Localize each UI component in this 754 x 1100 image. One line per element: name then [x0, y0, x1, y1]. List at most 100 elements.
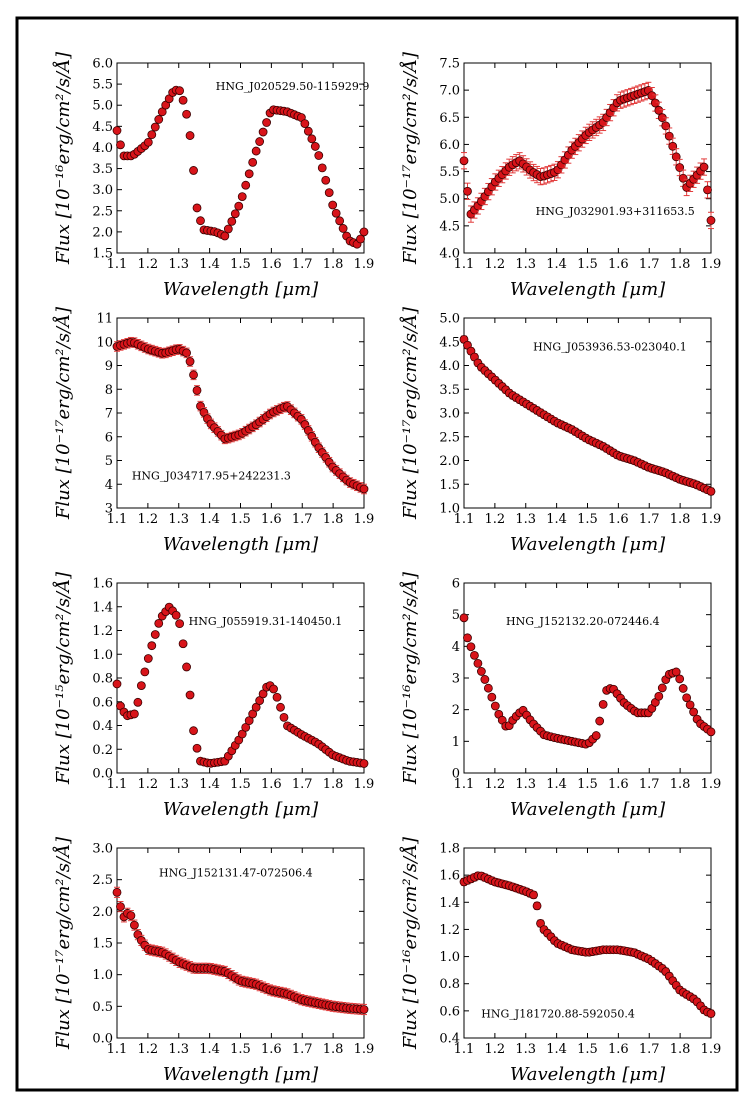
- y-tick-label: 0.4: [439, 1032, 460, 1047]
- data-point: [490, 701, 500, 711]
- y-tick-label: 0.0: [92, 767, 113, 782]
- data-point: [182, 109, 191, 119]
- data-point: [178, 95, 188, 105]
- data-point: [463, 186, 472, 196]
- data-point: [671, 667, 681, 677]
- data-point: [136, 681, 146, 691]
- y-tick-label: 0.0: [92, 1032, 113, 1047]
- spectrum-panel-6: 1.1 1.2 1.3 1.4 1.5 1.6 1.7 1.8 1.9 0 1 2 3 4 5 6 HNG_J1…: [399, 571, 721, 820]
- y-tick-label: 7.5: [439, 57, 460, 72]
- data-point: [324, 188, 334, 198]
- data-point: [175, 619, 185, 629]
- data-point: [227, 216, 237, 226]
- data-point: [182, 662, 191, 672]
- data-point: [303, 126, 313, 136]
- data-point: [675, 163, 685, 172]
- object-id-label: HNG_J152132.20-072446.4: [506, 615, 660, 628]
- data-point: [678, 684, 688, 693]
- plot-area: [463, 62, 712, 254]
- data-point: [335, 216, 345, 226]
- data-point: [112, 887, 122, 897]
- y-tick-label: 1.2: [439, 923, 460, 938]
- y-tick-label: 0.2: [92, 743, 113, 758]
- data-point: [459, 156, 469, 166]
- data-point: [258, 127, 268, 137]
- x-tick-label: 1.4: [546, 257, 567, 272]
- data-point: [178, 639, 188, 649]
- x-tick-label: 1.8: [670, 257, 691, 272]
- data-point: [133, 697, 143, 707]
- data-points: [112, 85, 369, 249]
- data-point: [220, 231, 230, 241]
- x-tick-label: 1.2: [485, 1042, 506, 1057]
- data-point: [185, 131, 195, 140]
- data-point: [185, 690, 195, 700]
- x-tick-label: 1.5: [577, 777, 598, 792]
- x-axis-label: Wavelength [μm]: [163, 1064, 319, 1085]
- data-point: [654, 105, 664, 115]
- data-point: [331, 208, 341, 218]
- x-tick-label: 1.6: [261, 257, 282, 272]
- x-tick-label: 1.5: [577, 1042, 598, 1057]
- x-axis-label: Wavelength [μm]: [163, 279, 319, 300]
- data-point: [192, 203, 202, 213]
- x-tick-label: 1.4: [199, 777, 220, 792]
- x-tick-label: 1.5: [230, 257, 251, 272]
- x-tick-label: 1.1: [107, 777, 128, 792]
- data-point: [143, 137, 153, 147]
- x-tick-label: 1.2: [138, 512, 159, 527]
- y-tick-label: 11: [96, 312, 113, 327]
- data-point: [314, 151, 324, 160]
- y-tick-label: 0.5: [92, 1000, 113, 1015]
- spectrum-panel-8: 1.1 1.2 1.3 1.4 1.5 1.6 1.7 1.8 1.9 0.4 0.6 0.8 1.0 1…: [399, 836, 721, 1085]
- spectrum-panel-7: 1.1 1.2 1.3 1.4 1.5 1.6 1.7 1.8 1.9 0.0 0.5 1.0 1.5 2…: [52, 836, 374, 1085]
- y-tick-label: 1.4: [92, 600, 113, 615]
- x-tick-label: 1.7: [292, 512, 313, 527]
- x-tick-label: 1.2: [485, 777, 506, 792]
- data-point: [140, 667, 150, 677]
- y-tick-label: 2: [452, 703, 460, 718]
- y-tick-label: 1.0: [439, 950, 460, 965]
- spectrum-panel-1: 1.1 1.2 1.3 1.4 1.5 1.6 1.7 1.8 1.9 1.5 2.0 2.5 3.0 3…: [52, 51, 374, 300]
- x-axis-label: Wavelength [μm]: [510, 279, 666, 300]
- data-point: [147, 130, 157, 140]
- y-tick-label: 5.0: [92, 99, 113, 114]
- data-point: [317, 163, 327, 173]
- x-tick-label: 1.3: [515, 257, 536, 272]
- x-tick-label: 1.4: [199, 1042, 220, 1057]
- data-point: [276, 702, 285, 712]
- x-tick-label: 1.2: [138, 777, 159, 792]
- x-tick-label: 1.6: [608, 512, 629, 527]
- data-point: [112, 126, 122, 135]
- y-tick-label: 4.0: [439, 247, 460, 262]
- data-point: [356, 234, 365, 244]
- x-tick-label: 1.1: [454, 512, 475, 527]
- x-tick-label: 1.9: [354, 1042, 375, 1057]
- data-point: [470, 650, 479, 660]
- plot-area: [463, 847, 712, 1039]
- x-tick-label: 1.3: [168, 257, 189, 272]
- data-point: [189, 370, 198, 380]
- data-point: [654, 691, 664, 701]
- y-axis-label: Flux [10⁻¹⁶erg/cm²/s/Å]: [52, 51, 74, 265]
- x-tick-label: 1.6: [261, 1042, 282, 1057]
- data-point: [262, 118, 271, 127]
- data-point: [269, 684, 278, 694]
- object-id-label: HNG_J053936.53-023040.1: [533, 341, 687, 354]
- x-tick-label: 1.7: [639, 1042, 660, 1057]
- y-tick-label: 5: [105, 454, 113, 469]
- x-tick-label: 1.3: [168, 1042, 189, 1057]
- object-id-label: HNG_J034717.95+242231.3: [132, 470, 291, 483]
- spectrum-panel-4: 1.1 1.2 1.3 1.4 1.5 1.6 1.7 1.8 1.9 1.0 1.5 2.0 2.5 3…: [399, 306, 721, 555]
- x-tick-label: 1.8: [323, 257, 344, 272]
- data-point: [359, 484, 369, 494]
- y-tick-label: 5: [452, 608, 460, 623]
- data-point: [359, 759, 369, 768]
- data-point: [529, 890, 538, 900]
- y-tick-label: 1: [452, 735, 460, 750]
- x-tick-label: 1.5: [230, 1042, 251, 1057]
- x-tick-label: 1.8: [323, 1042, 344, 1057]
- data-point: [175, 86, 185, 96]
- data-points: [112, 336, 369, 495]
